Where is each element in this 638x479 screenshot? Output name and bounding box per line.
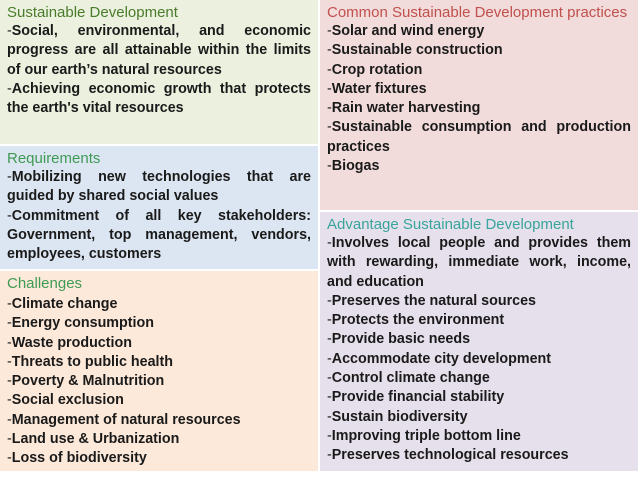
common-practices-item: Rain water harvesting [327, 99, 631, 118]
challenges-item: Threats to public health [7, 353, 311, 372]
challenges-item: Climate change [7, 295, 311, 314]
common-practices-item: Crop rotation [327, 61, 631, 80]
advantage-item: Provide financial stability [327, 388, 631, 407]
sustainable-item: Social, environmental, and economic prog… [7, 22, 311, 80]
advantage-item: Accommodate city development [327, 350, 631, 369]
common-practices-item: Sustainable consumption and production p… [327, 118, 631, 157]
common-practices-box: Common Sustainable Development practices… [320, 0, 638, 210]
challenges-item: Management of natural resources [7, 411, 311, 430]
advantage-heading: Advantage Sustainable Development [327, 216, 574, 233]
requirements-heading: Requirements [7, 150, 101, 167]
challenges-item: Energy consumption [7, 314, 311, 333]
advantage-item: Control climate change [327, 369, 631, 388]
advantage-item: Improving triple bottom line [327, 427, 631, 446]
common-practices-item: Water fixtures [327, 80, 631, 99]
advantage-item: Preserves technological resources [327, 446, 631, 465]
challenges-box: Challenges Climate change Energy consump… [0, 271, 318, 471]
challenges-item: Loss of biodiversity [7, 449, 311, 468]
sustainable-development-heading: Sustainable Development [7, 4, 178, 21]
advantage-item: Sustain biodiversity [327, 408, 631, 427]
requirements-item: Mobilizing new technologies that are gui… [7, 168, 311, 207]
common-practices-item: Sustainable construction [327, 41, 631, 60]
challenges-item: Land use & Urbanization [7, 430, 311, 449]
challenges-heading: Challenges [7, 275, 83, 292]
challenges-item: Poverty & Malnutrition [7, 372, 311, 391]
advantage-box: Advantage Sustainable Development Involv… [320, 212, 638, 471]
advantage-item: Involves local people and provides them … [327, 234, 631, 292]
common-practices-heading: Common Sustainable Development practices [327, 4, 628, 21]
sustainable-development-box: Sustainable Development Social, environm… [0, 0, 318, 144]
requirements-box: Requirements Mobilizing new technologies… [0, 146, 318, 269]
challenges-item: Social exclusion [7, 391, 311, 410]
common-practices-item: Solar and wind energy [327, 22, 631, 41]
common-practices-item: Biogas [327, 157, 631, 176]
advantage-item: Preserves the natural sources [327, 292, 631, 311]
challenges-item: Waste production [7, 334, 311, 353]
advantage-item: Protects the environment [327, 311, 631, 330]
sustainable-item: Achieving economic growth that protects … [7, 80, 311, 119]
requirements-item: Commitment of all key stakeholders: Gove… [7, 207, 311, 265]
advantage-item: Provide basic needs [327, 330, 631, 349]
